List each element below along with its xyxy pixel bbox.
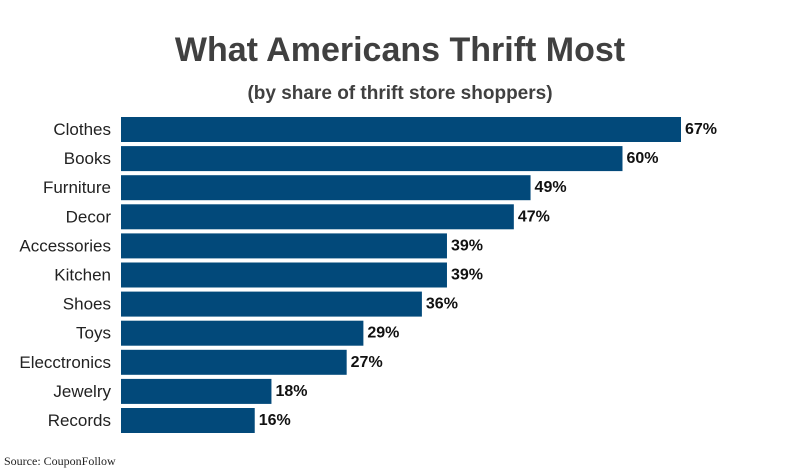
- value-label: 67%: [685, 121, 717, 138]
- bar-books: [121, 146, 623, 172]
- value-label: 18%: [275, 383, 307, 400]
- bar-records: [121, 408, 255, 433]
- value-label: 39%: [451, 267, 483, 284]
- category-label: Kitchen: [54, 266, 111, 285]
- category-label: Toys: [76, 324, 111, 343]
- category-label: Clothes: [53, 120, 111, 139]
- category-label: Records: [48, 411, 111, 430]
- chart-title: What Americans Thrift Most: [174, 31, 626, 69]
- value-label: 27%: [351, 354, 383, 371]
- bar-jewelry: [121, 378, 272, 404]
- category-label: Shoes: [63, 295, 111, 314]
- bar-elecctronics: [121, 349, 347, 375]
- category-label: Furniture: [43, 178, 111, 197]
- category-label: Decor: [66, 207, 112, 226]
- category-label: Accessories: [19, 236, 111, 255]
- value-label: 16%: [259, 412, 291, 429]
- value-label: 60%: [626, 150, 658, 167]
- category-label: Books: [64, 149, 111, 168]
- bar-kitchen: [121, 262, 447, 288]
- bar-shoes: [121, 291, 422, 317]
- bar-toys: [121, 320, 364, 346]
- value-label: 36%: [426, 296, 458, 313]
- bar-furniture: [121, 175, 531, 201]
- chart-subtitle: (by share of thrift store shoppers): [247, 83, 553, 104]
- category-label: Elecctronics: [19, 353, 111, 372]
- value-label: 39%: [451, 237, 483, 254]
- source-note: Source: CouponFollow: [4, 454, 116, 468]
- category-label: Jewelry: [53, 382, 111, 401]
- bar-accessories: [121, 233, 447, 259]
- value-label: 47%: [518, 208, 550, 225]
- value-label: 49%: [535, 179, 567, 196]
- value-label: 29%: [367, 325, 399, 342]
- bar-decor: [121, 204, 514, 230]
- bar-clothes: [121, 117, 681, 142]
